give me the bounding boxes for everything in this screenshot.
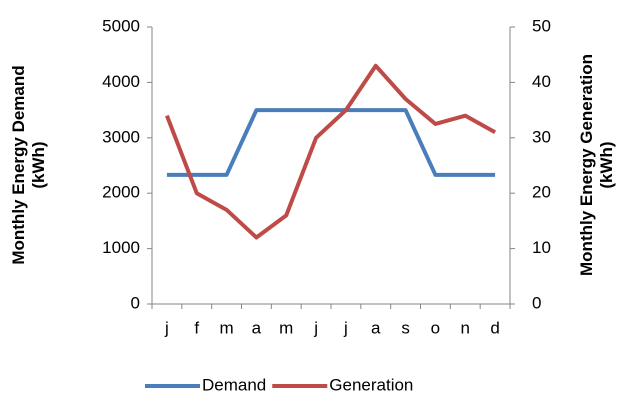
x-tick-label: j xyxy=(343,318,348,337)
legend-label: Demand xyxy=(202,375,266,394)
y-tick-label: 0 xyxy=(131,293,140,312)
x-tick-label: s xyxy=(401,318,410,337)
x-tick-label: d xyxy=(490,318,499,337)
x-tick-label: o xyxy=(431,318,440,337)
axis-title: Monthly Energy Generation(kWh) xyxy=(577,54,616,276)
axis-title-line: Monthly Energy Demand xyxy=(9,65,28,264)
x-tick-label: n xyxy=(461,318,470,337)
series-line xyxy=(166,108,496,177)
x-tick-label: f xyxy=(194,318,199,337)
axis-title: Monthly Energy Demand(kWh) xyxy=(9,65,48,264)
x-tick-label: m xyxy=(219,318,233,337)
y2-tick-label: 30 xyxy=(532,127,551,146)
axis-title-line: Monthly Energy Generation xyxy=(577,54,596,276)
y2-tick-label: 0 xyxy=(532,293,541,312)
x-tick-label: j xyxy=(164,318,169,337)
y-tick-label: 1000 xyxy=(102,238,140,257)
y-tick-label: 5000 xyxy=(102,16,140,35)
y2-tick-label: 40 xyxy=(532,72,551,91)
y2-tick-label: 20 xyxy=(532,183,551,202)
x-tick-label: m xyxy=(279,318,293,337)
x-tick-label: a xyxy=(371,318,381,337)
y-tick-label: 2000 xyxy=(102,183,140,202)
y-tick-label: 3000 xyxy=(102,127,140,146)
legend-label: Generation xyxy=(329,375,413,394)
x-tick-label: j xyxy=(313,318,318,337)
series-line xyxy=(165,63,497,240)
y-tick-label: 4000 xyxy=(102,72,140,91)
y2-tick-label: 50 xyxy=(532,16,551,35)
y2-tick-label: 10 xyxy=(532,238,551,257)
x-tick-label: a xyxy=(252,318,262,337)
axis-title-line: (kWh) xyxy=(29,141,48,188)
axis-title-line: (kWh) xyxy=(597,141,616,188)
